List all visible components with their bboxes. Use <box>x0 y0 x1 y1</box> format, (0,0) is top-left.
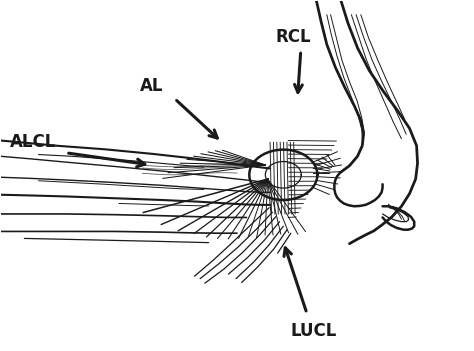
Text: LUCL: LUCL <box>291 322 337 340</box>
Text: RCL: RCL <box>276 28 311 46</box>
Text: ALCL: ALCL <box>10 133 56 151</box>
Text: AL: AL <box>140 77 164 95</box>
